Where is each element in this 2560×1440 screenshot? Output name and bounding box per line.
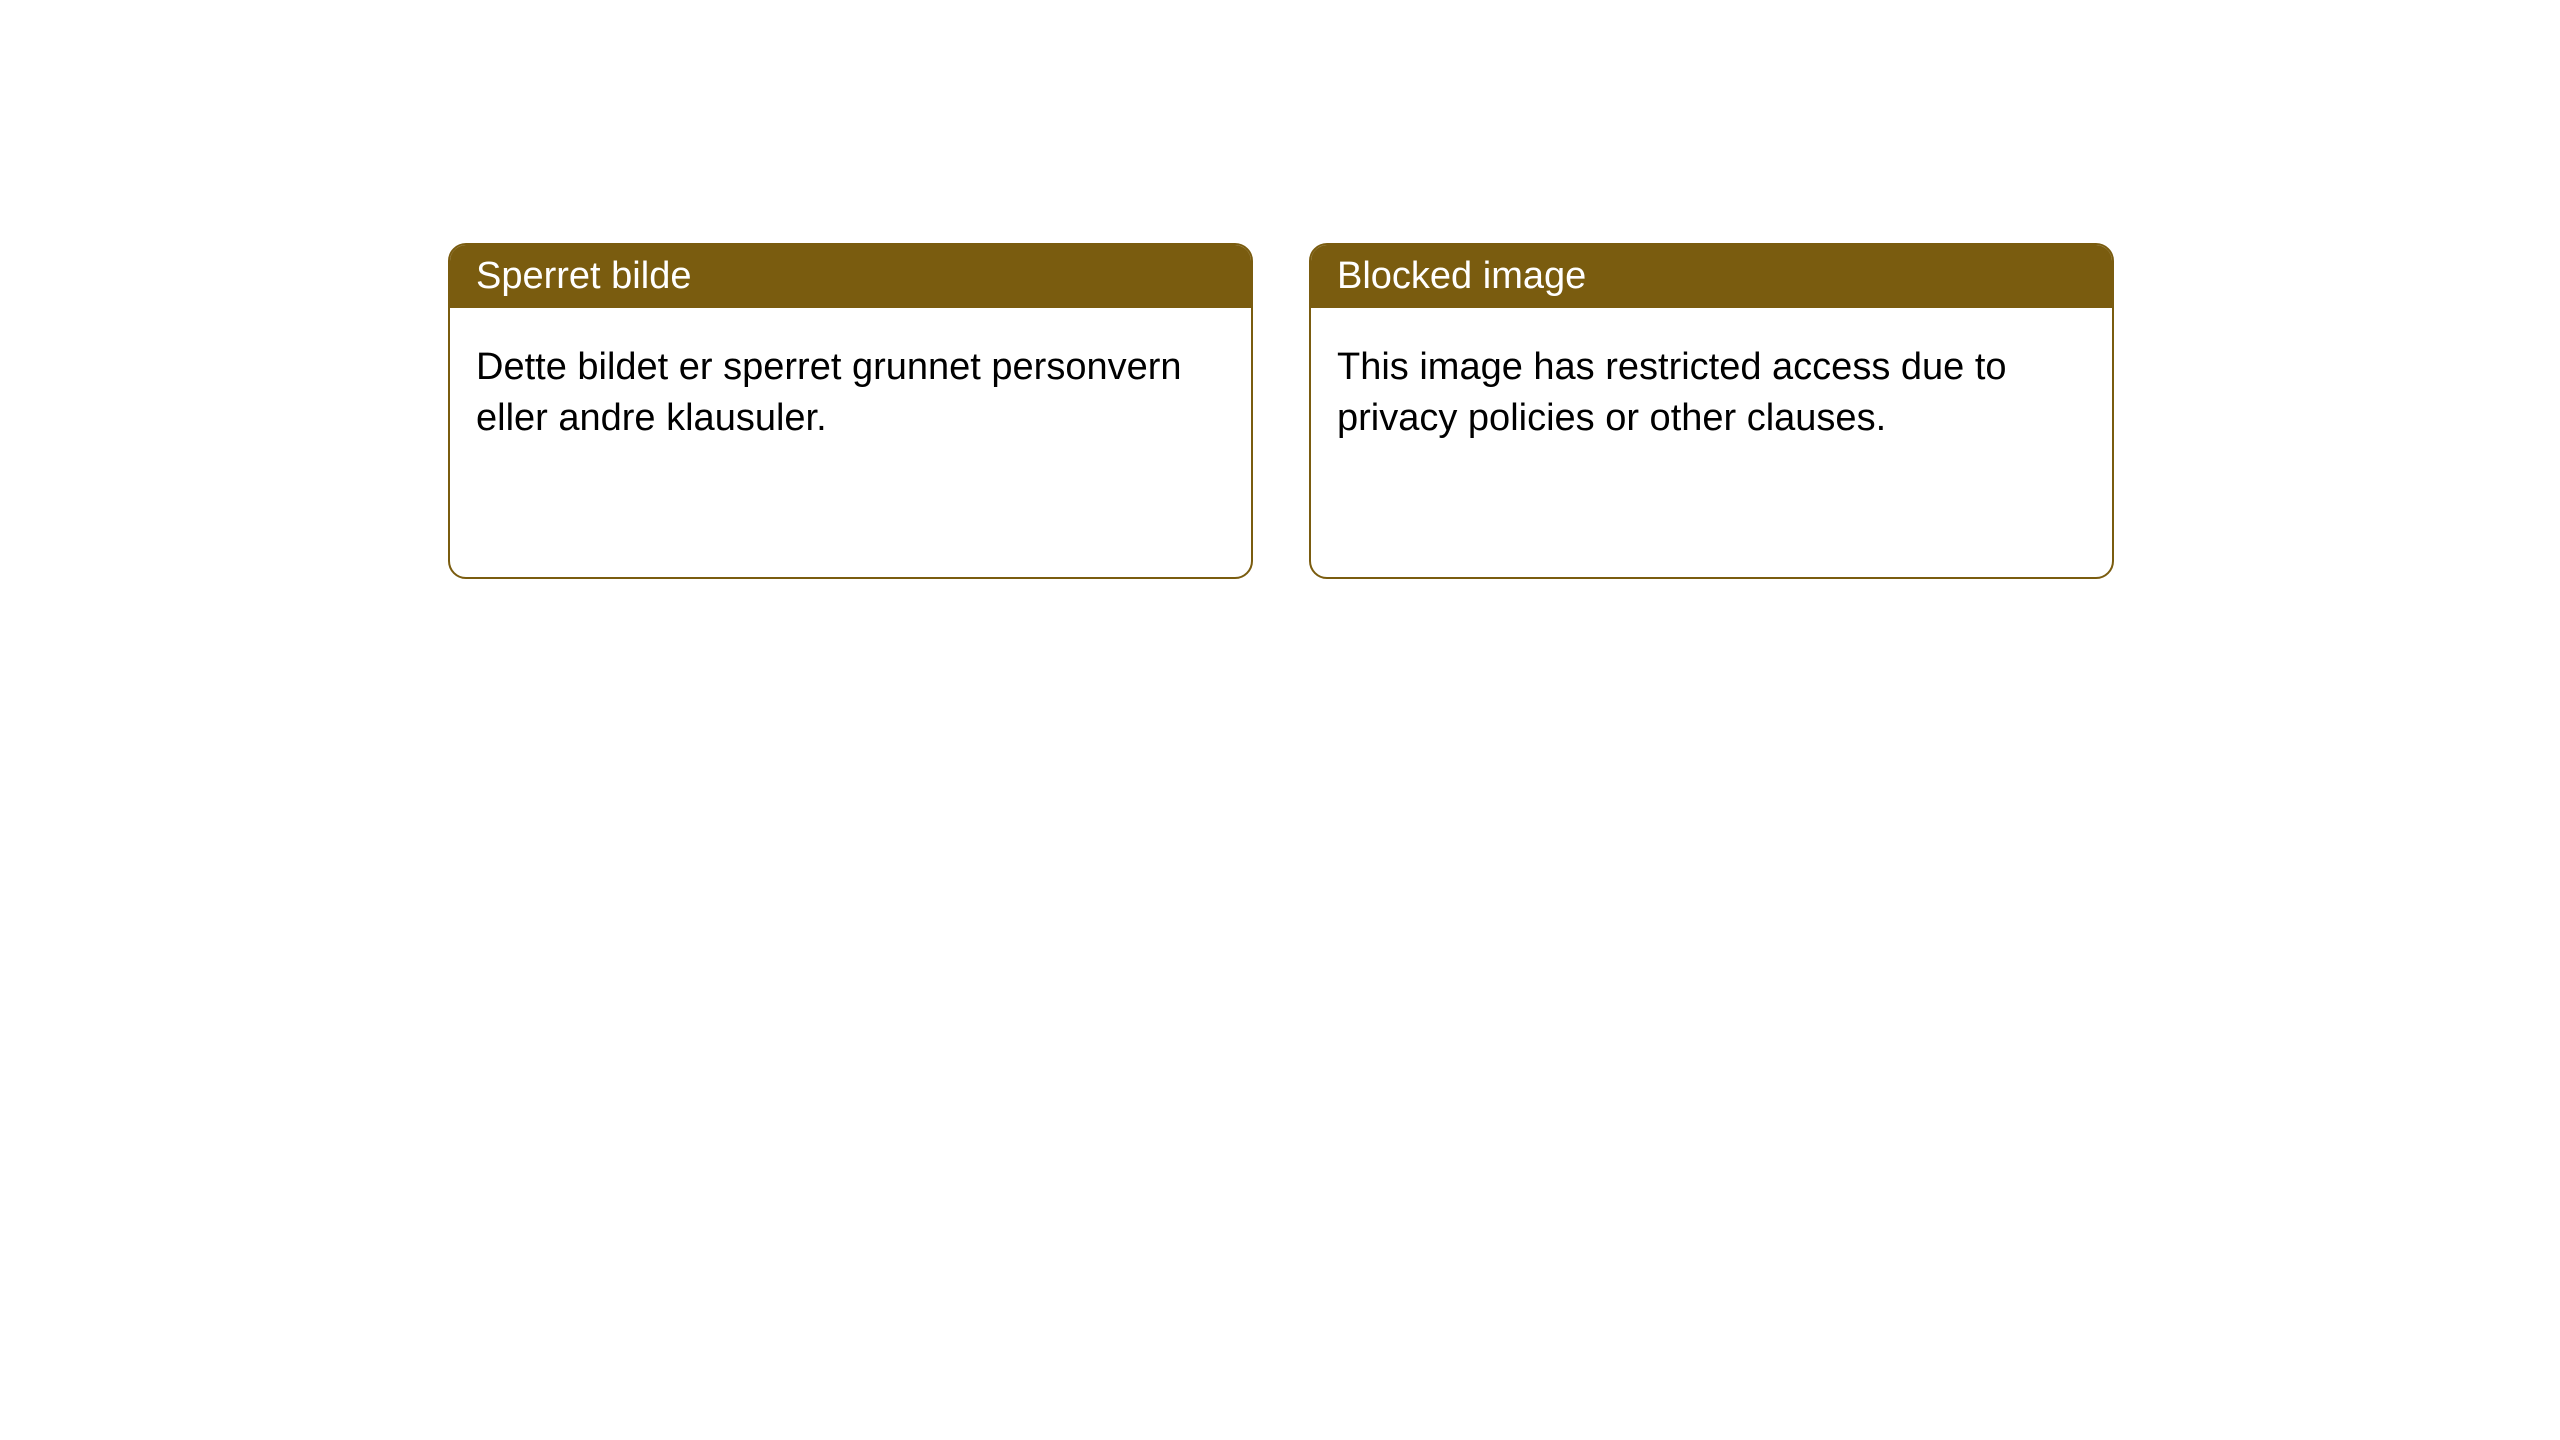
notice-card-norwegian: Sperret bilde Dette bildet er sperret gr… [448,243,1253,579]
card-title: Blocked image [1337,255,1586,297]
card-body-text: Dette bildet er sperret grunnet personve… [476,346,1182,439]
card-title: Sperret bilde [476,255,691,297]
card-header: Blocked image [1311,245,2112,308]
card-body: This image has restricted access due to … [1311,308,2112,479]
card-body-text: This image has restricted access due to … [1337,346,2007,439]
card-header: Sperret bilde [450,245,1251,308]
card-body: Dette bildet er sperret grunnet personve… [450,308,1251,479]
notice-card-english: Blocked image This image has restricted … [1309,243,2114,579]
notices-container: Sperret bilde Dette bildet er sperret gr… [0,0,2560,579]
